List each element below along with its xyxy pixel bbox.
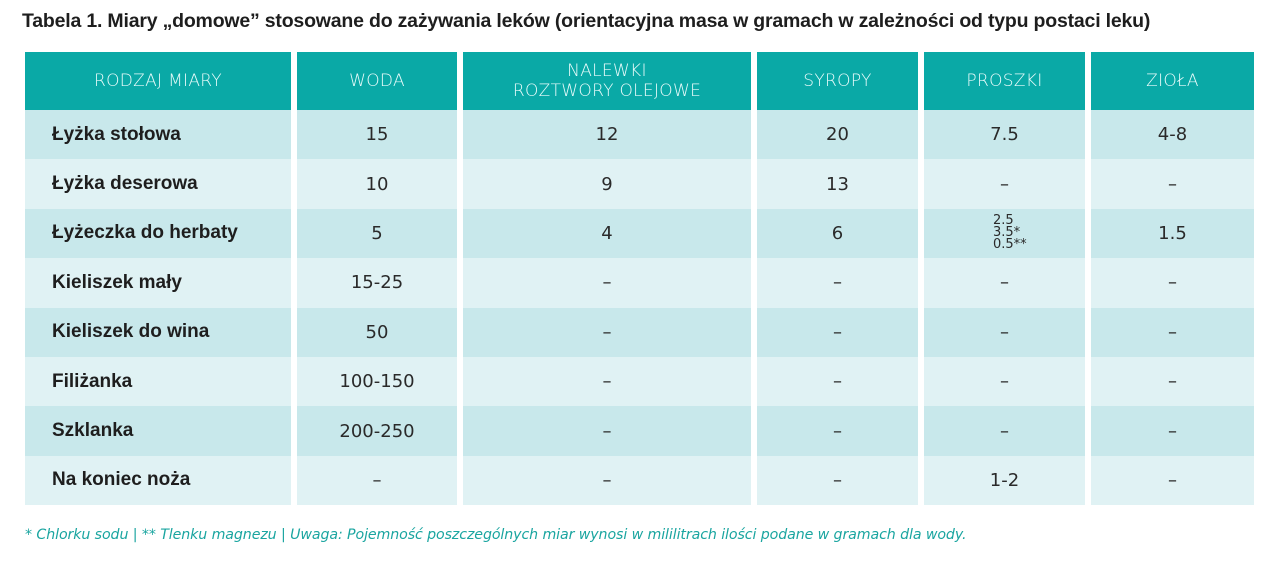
header-woda: WODA <box>297 52 457 110</box>
row-measure: Kieliszek mały <box>25 258 291 308</box>
row-measure: Łyżka stołowa <box>25 110 291 160</box>
cell-woda: 15 <box>297 110 457 160</box>
header-syropy: SYROPY <box>757 52 918 110</box>
cell-woda: 10 <box>297 159 457 209</box>
header-nalewki: NALEWKI ROZTWORY OLEJOWE <box>463 52 751 110</box>
proszki-value-2: 3.5* <box>993 225 1021 241</box>
cell-ziola: – <box>1091 356 1254 407</box>
cell-woda: 15-25 <box>297 258 457 308</box>
dosage-measures-table: RODZAJ MIARY WODA NALEWKI ROZTWORY OLEJO… <box>25 52 1254 506</box>
row-measure: Łyżka deserowa <box>25 159 291 209</box>
cell-proszki: – <box>924 307 1085 357</box>
row-measure: Filiżanka <box>25 356 291 407</box>
cell-ziola: – <box>1091 258 1254 308</box>
cell-woda: 50 <box>297 307 457 357</box>
cell-syropy: 13 <box>757 159 918 209</box>
cell-nalewki: 12 <box>463 110 751 160</box>
cell-ziola: – <box>1091 406 1254 456</box>
cell-ziola: 1.5 <box>1091 208 1254 259</box>
table-title: Tabela 1. Miary „domowe” stosowane do za… <box>22 10 1151 32</box>
cell-syropy: – <box>757 258 918 308</box>
cell-ziola: – <box>1091 455 1254 506</box>
cell-woda: 100-150 <box>297 356 457 407</box>
cell-ziola: – <box>1091 159 1254 209</box>
header-proszki: PROSZKI <box>924 52 1085 110</box>
cell-proszki: 7.5 <box>924 110 1085 160</box>
cell-woda: 5 <box>297 208 457 259</box>
header-rodzaj-miary: RODZAJ MIARY <box>25 52 291 110</box>
cell-proszki: – <box>924 159 1085 209</box>
cell-syropy: – <box>757 406 918 456</box>
cell-woda: 200-250 <box>297 406 457 456</box>
cell-nalewki: – <box>463 455 751 506</box>
cell-syropy: 6 <box>757 208 918 259</box>
header-ziola: ZIOŁA <box>1091 52 1254 110</box>
header-nalewki-line1: NALEWKI <box>567 61 647 81</box>
cell-nalewki: – <box>463 406 751 456</box>
cell-nalewki: – <box>463 307 751 357</box>
cell-syropy: – <box>757 455 918 506</box>
cell-proszki: – <box>924 258 1085 308</box>
table-footnote: * Chlorku sodu | ** Tlenku magnezu | Uwa… <box>25 527 967 543</box>
cell-proszki: – <box>924 356 1085 407</box>
cell-syropy: – <box>757 356 918 407</box>
cell-nalewki: 4 <box>463 208 751 259</box>
proszki-value-1: 2.5 <box>993 213 1014 229</box>
cell-proszki: 2.5 3.5* 0.5** <box>924 208 1085 259</box>
row-measure: Na koniec noża <box>25 455 291 506</box>
cell-nalewki: – <box>463 356 751 407</box>
cell-nalewki: – <box>463 258 751 308</box>
cell-syropy: 20 <box>757 110 918 160</box>
cell-ziola: – <box>1091 307 1254 357</box>
proszki-value-3: 0.5** <box>993 237 1027 253</box>
row-measure: Szklanka <box>25 406 291 456</box>
cell-nalewki: 9 <box>463 159 751 209</box>
row-measure: Łyżeczka do herbaty <box>25 208 291 259</box>
cell-proszki: 1-2 <box>924 455 1085 506</box>
cell-syropy: – <box>757 307 918 357</box>
cell-woda: – <box>297 455 457 506</box>
row-measure: Kieliszek do wina <box>25 307 291 357</box>
header-nalewki-line2: ROZTWORY OLEJOWE <box>512 81 702 101</box>
cell-proszki: – <box>924 406 1085 456</box>
cell-ziola: 4-8 <box>1091 110 1254 160</box>
